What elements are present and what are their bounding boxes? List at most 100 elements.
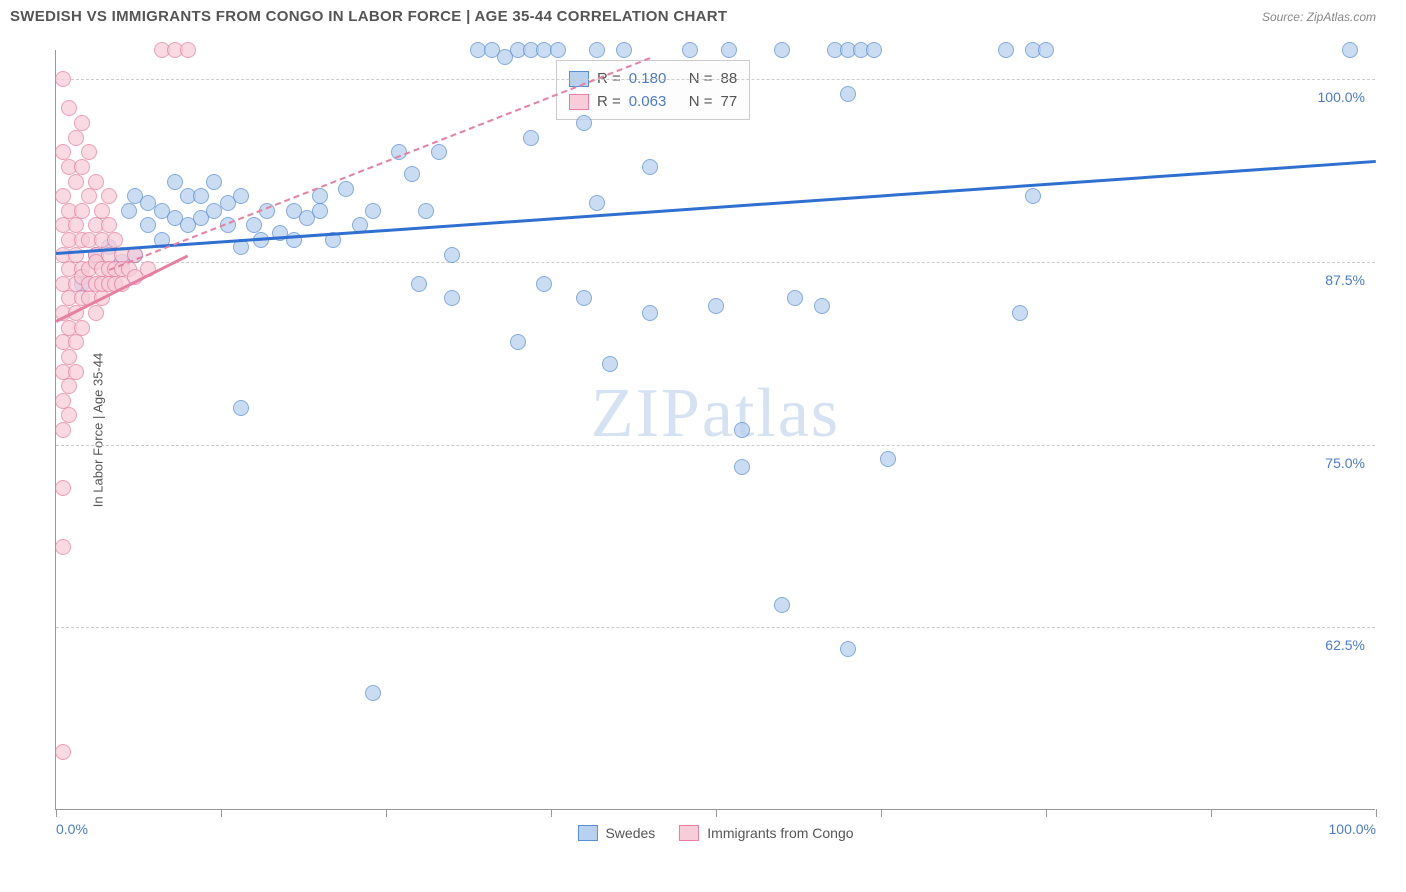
data-point <box>74 320 90 336</box>
data-point <box>1342 42 1358 58</box>
data-point <box>411 276 427 292</box>
data-point <box>602 356 618 372</box>
gridline <box>56 79 1375 80</box>
scatter-chart: In Labor Force | Age 35-44 ZIPatlas R = 0… <box>55 50 1375 810</box>
data-point <box>101 188 117 204</box>
gridline <box>56 627 1375 628</box>
data-point <box>121 203 137 219</box>
data-point <box>1025 188 1041 204</box>
data-point <box>1012 305 1028 321</box>
data-point <box>550 42 566 58</box>
data-point <box>787 290 803 306</box>
data-point <box>55 71 71 87</box>
legend-item: Immigrants from Congo <box>679 825 853 841</box>
x-tick <box>1376 809 1377 817</box>
series-legend: Swedes Immigrants from Congo <box>577 825 853 841</box>
data-point <box>233 400 249 416</box>
data-point <box>107 232 123 248</box>
data-point <box>404 166 420 182</box>
data-point <box>998 42 1014 58</box>
legend-r-value: 0.063 <box>629 93 681 110</box>
chart-header: SWEDISH VS IMMIGRANTS FROM CONGO IN LABO… <box>0 0 1406 33</box>
data-point <box>206 174 222 190</box>
data-point <box>81 188 97 204</box>
data-point <box>61 349 77 365</box>
data-point <box>140 217 156 233</box>
gridline <box>56 445 1375 446</box>
data-point <box>68 174 84 190</box>
data-point <box>510 334 526 350</box>
data-point <box>180 42 196 58</box>
data-point <box>589 42 605 58</box>
data-point <box>74 115 90 131</box>
trend-line <box>56 160 1376 255</box>
y-tick-label: 62.5% <box>1325 637 1365 653</box>
data-point <box>61 100 77 116</box>
data-point <box>576 115 592 131</box>
data-point <box>536 276 552 292</box>
legend-swatch <box>569 94 589 110</box>
data-point <box>55 422 71 438</box>
data-point <box>55 188 71 204</box>
data-point <box>444 247 460 263</box>
data-point <box>880 451 896 467</box>
data-point <box>840 641 856 657</box>
legend-n-label: N = <box>689 93 713 110</box>
data-point <box>246 217 262 233</box>
data-point <box>81 144 97 160</box>
data-point <box>682 42 698 58</box>
data-point <box>55 539 71 555</box>
x-tick <box>1046 809 1047 817</box>
legend-swatch <box>577 825 597 841</box>
data-point <box>576 290 592 306</box>
x-tick <box>881 809 882 817</box>
data-point <box>444 290 460 306</box>
data-point <box>774 42 790 58</box>
data-point <box>721 42 737 58</box>
data-point <box>68 217 84 233</box>
data-point <box>312 203 328 219</box>
trend-line <box>108 57 650 271</box>
data-point <box>866 42 882 58</box>
data-point <box>94 203 110 219</box>
data-point <box>840 86 856 102</box>
gridline <box>56 262 1375 263</box>
chart-title: SWEDISH VS IMMIGRANTS FROM CONGO IN LABO… <box>10 8 727 25</box>
x-tick <box>386 809 387 817</box>
y-tick-label: 75.0% <box>1325 455 1365 471</box>
data-point <box>734 422 750 438</box>
data-point <box>642 305 658 321</box>
x-tick-label: 100.0% <box>1329 821 1376 837</box>
x-tick <box>1211 809 1212 817</box>
data-point <box>68 130 84 146</box>
data-point <box>61 407 77 423</box>
legend-label: Immigrants from Congo <box>707 825 853 841</box>
data-point <box>589 195 605 211</box>
legend-row: R = 0.063 N = 77 <box>569 90 737 113</box>
data-point <box>74 159 90 175</box>
data-point <box>1038 42 1054 58</box>
y-axis-title: In Labor Force | Age 35-44 <box>91 352 106 506</box>
data-point <box>167 174 183 190</box>
watermark: ZIPatlas <box>591 374 840 454</box>
correlation-legend: R =0.180N =88R =0.063N =77 <box>556 60 750 120</box>
x-tick <box>551 809 552 817</box>
watermark-atlas: atlas <box>702 375 840 452</box>
data-point <box>74 203 90 219</box>
data-point <box>774 597 790 613</box>
data-point <box>338 181 354 197</box>
data-point <box>61 378 77 394</box>
data-point <box>55 144 71 160</box>
source-attribution: Source: ZipAtlas.com <box>1262 10 1376 24</box>
data-point <box>88 174 104 190</box>
legend-r-label: R = <box>597 93 621 110</box>
data-point <box>68 364 84 380</box>
legend-label: Swedes <box>605 825 655 841</box>
y-tick-label: 100.0% <box>1318 89 1365 105</box>
legend-n-value: 77 <box>721 93 738 110</box>
data-point <box>418 203 434 219</box>
x-tick <box>56 809 57 817</box>
x-tick-label: 0.0% <box>56 821 88 837</box>
data-point <box>88 305 104 321</box>
data-point <box>365 685 381 701</box>
